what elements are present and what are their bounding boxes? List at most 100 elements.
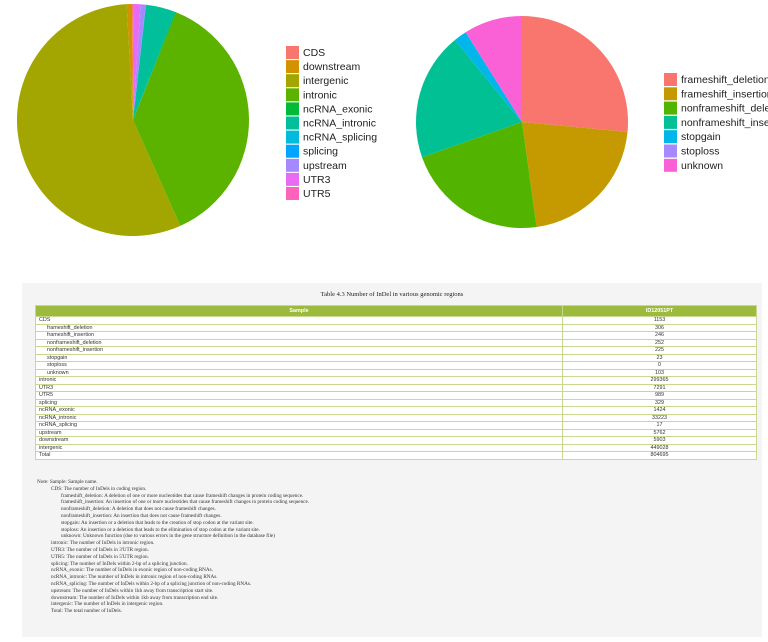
- row-value: 252: [562, 338, 757, 347]
- row-label: upstream: [35, 428, 563, 437]
- table-row: ncRNA_intronic 33223: [35, 413, 757, 422]
- row-label: unknown: [35, 368, 563, 377]
- region-legend-label-splicing: splicing: [303, 146, 338, 158]
- row-value: 306: [562, 323, 757, 332]
- row-value: 1424: [562, 406, 757, 415]
- exonic-legend-label-unknown: unknown: [681, 160, 723, 172]
- row-value: 7291: [562, 383, 757, 392]
- row-value: 329: [562, 398, 757, 407]
- exonic-legend-label-nonframeshift-insertion: nonframeshift_insertion: [681, 117, 768, 129]
- region-legend-key-ncrna-exonic: [286, 102, 299, 116]
- region-slice-downstream: [126, 4, 133, 120]
- row-label: stoploss: [35, 361, 563, 370]
- exonic-slice-unknown: [465, 16, 522, 122]
- table-row: nonframeshift_deletion 252: [35, 338, 757, 347]
- table-row: intronic 299365: [35, 376, 757, 385]
- table-row: CDS 1153: [35, 316, 757, 325]
- table-caption: Table 4.3 Number of InDel in various gen…: [320, 291, 464, 298]
- note-line: nonframeshift_insertion: An insertion th…: [61, 512, 222, 519]
- table-row: UTR3 7291: [35, 383, 757, 392]
- row-label: UTR5: [35, 391, 563, 400]
- exonic-legend-key-unknown: [664, 158, 677, 172]
- region-legend-key-cds: [286, 46, 299, 59]
- region-slice-ncrna-splicing: [133, 4, 147, 120]
- exonic-legend-label-nonframeshift-deletion: nonframeshift_deletion: [681, 103, 768, 115]
- region-pie-chart: [16, 3, 249, 237]
- note-line: stoploss: An insertion or a deletion tha…: [61, 526, 260, 533]
- row-value: 33223: [562, 413, 757, 422]
- exonic-pie-chart: [416, 16, 628, 228]
- table-row: splicing 329: [35, 398, 757, 407]
- note-line: UTR3: The number of InDels in 3'UTR regi…: [51, 546, 149, 553]
- table-header-row: Sample ID12051PT: [35, 305, 757, 317]
- region-slice-ncrna-intronic: [133, 4, 176, 120]
- exonic-legend-key-frameshift-insertion: [664, 87, 677, 101]
- table-row: ncRNA_splicing 17: [35, 421, 757, 430]
- table-notes: Note: Sample: Sample name. CDS: The numbe…: [37, 479, 752, 615]
- region-legend-label-intronic: intronic: [303, 89, 337, 101]
- note-line: frameshift_deletion: A deletion of one o…: [61, 492, 304, 499]
- region-slice-upstream: [133, 4, 146, 121]
- row-value: 5762: [562, 428, 757, 437]
- note-line: ncRNA_exonic: The number of InDels in ex…: [51, 567, 213, 574]
- row-label: intergenic: [35, 443, 563, 452]
- region-legend-key-ncrna-splicing: [286, 130, 299, 144]
- exonic-legend-key-nonframeshift-deletion: [664, 101, 677, 115]
- region-slice-utr5: [133, 3, 134, 121]
- note-line: upstream: The number of InDels within 1k…: [51, 587, 214, 594]
- row-label: ncRNA_splicing: [35, 421, 563, 430]
- row-value: 0: [562, 361, 757, 370]
- note-line: intergenic: The number of InDels in inte…: [51, 601, 164, 608]
- row-label: CDS: [35, 316, 563, 325]
- note-line: ncRNA_splicing: The number of InDels wit…: [51, 580, 252, 587]
- note-line: stopgain: An insertion or a deletion tha…: [61, 519, 254, 526]
- exonic-legend-key-stopgain: [664, 130, 677, 144]
- region-legend-label-cds: CDS: [303, 47, 325, 59]
- row-value: 23: [562, 353, 757, 362]
- exonic-slice-stopgain: [454, 32, 522, 122]
- exonic-legend-label-frameshift-deletion: frameshift_deletion: [681, 74, 768, 86]
- header-sample: Sample: [35, 305, 563, 317]
- row-value: 225: [562, 346, 757, 355]
- note-line: ncRNA_intronic: The number of InDels in …: [51, 574, 218, 581]
- region-legend-label-intergenic: intergenic: [303, 75, 349, 87]
- exonic-pie-legend: frameshift_deletion frameshift_insertionn…: [664, 73, 768, 172]
- table-row: unknown 103: [35, 368, 757, 377]
- note-line: downstream: The number of InDels within …: [51, 594, 219, 601]
- region-slice-splicing: [133, 4, 146, 121]
- region-slice-cds: [131, 3, 133, 121]
- exonic-legend-key-frameshift-deletion: [664, 73, 677, 86]
- note-line: CDS: The number of InDels in coding regi…: [51, 485, 147, 492]
- exonic-legend-label-stopgain: stopgain: [681, 131, 721, 143]
- row-label: intronic: [35, 376, 563, 385]
- table-row: frameshift_deletion 306: [35, 323, 757, 332]
- row-value: 299365: [562, 376, 757, 385]
- table-row: Total 804695: [35, 451, 757, 460]
- exonic-legend-label-frameshift-insertion: frameshift_insertion: [681, 88, 768, 100]
- region-legend-key-utr3: [286, 172, 299, 186]
- row-value: 103: [562, 368, 757, 377]
- region-legend-label-upstream: upstream: [303, 160, 347, 172]
- row-value: 449028: [562, 443, 757, 452]
- region-legend-label-utr5: UTR5: [303, 188, 331, 200]
- region-legend-key-upstream: [286, 158, 299, 172]
- region-legend-key-downstream: [286, 60, 299, 74]
- exonic-legend-key-nonframeshift-insertion: [664, 115, 677, 129]
- row-label: stopgain: [35, 353, 563, 362]
- row-value: 804695: [562, 451, 757, 460]
- table-row: stoploss 0: [35, 361, 757, 370]
- region-legend-label-downstream: downstream: [303, 61, 360, 73]
- row-value: 5903: [562, 436, 757, 445]
- note-line: unknown: Unknown function (due to variou…: [61, 533, 275, 540]
- note-line: Total: The total number of InDels.: [51, 608, 122, 615]
- region-slice-intergenic: [16, 4, 181, 237]
- exonic-legend-label-stoploss: stoploss: [681, 146, 720, 158]
- row-label: UTR3: [35, 383, 563, 392]
- exonic-slice-frameshift-deletion: [522, 16, 628, 132]
- indel-region-table: Sample ID12051PT CDS 1153 frameshift_delet…: [35, 305, 757, 460]
- row-label: ncRNA_exonic: [35, 406, 563, 415]
- note-line: frameshift_insertion: An insertion of on…: [61, 499, 310, 506]
- header-sample-id: ID12051PT: [562, 305, 757, 317]
- region-legend-label-ncrna-splicing: ncRNA_splicing: [303, 132, 377, 144]
- table-row: UTR5 989: [35, 391, 757, 400]
